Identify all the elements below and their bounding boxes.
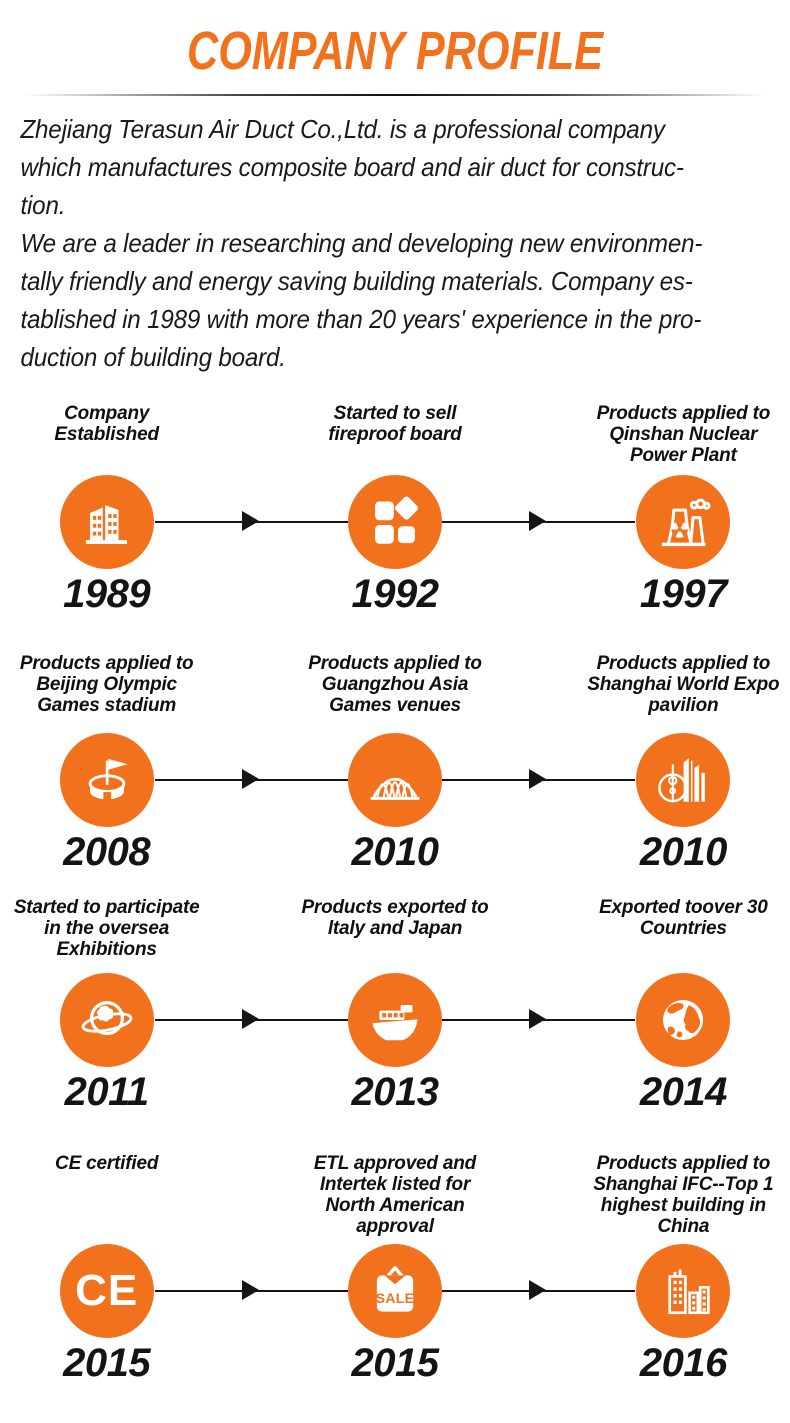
milestone-circle xyxy=(59,973,154,1067)
ship-icon xyxy=(372,1005,418,1041)
company-profile-page: COMPANY PROFILE Zhejiang Terasun Air Duc… xyxy=(0,22,790,1423)
item-label: Products applied to Qinshan Nuclear Powe… xyxy=(596,403,771,466)
item-label: Exported toover 30 Countries xyxy=(599,897,768,939)
milestone-circle xyxy=(59,475,154,569)
timeline-row-4: CE certified ETL approved and Intertek l… xyxy=(0,1151,790,1384)
item-label: Started to participate in the oversea Ex… xyxy=(13,897,200,960)
item-label: Products applied to Shanghai World Expo … xyxy=(587,653,780,716)
arrow-connector xyxy=(442,1280,636,1300)
item-year: 2010 xyxy=(351,830,439,874)
item-year: 1992 xyxy=(351,572,439,616)
header: COMPANY PROFILE xyxy=(0,22,790,82)
milestone-circle xyxy=(636,1244,731,1338)
title-divider xyxy=(23,94,767,96)
page-title: COMPANY PROFILE xyxy=(186,21,604,81)
arrow-connector xyxy=(154,769,348,789)
item-year: 2011 xyxy=(64,1070,150,1114)
timeline-row-2: Products applied to Beijing Olympic Game… xyxy=(0,651,790,873)
expo-skyline-icon xyxy=(658,758,706,803)
item-label: Started to sell fireproof board xyxy=(328,403,462,445)
arrow-connector xyxy=(442,1009,636,1029)
sale-tag-label: SALE xyxy=(375,1290,415,1306)
item-year: 2014 xyxy=(639,1070,727,1114)
item-year: 2008 xyxy=(63,830,151,874)
office-buildings-icon xyxy=(85,505,127,544)
arrow-connector xyxy=(154,1009,348,1029)
intro-paragraph-2: We are a leader in researching and devel… xyxy=(20,228,703,372)
item-label: Products applied to Guangzhou Asia Games… xyxy=(308,653,482,716)
city-buildings-icon xyxy=(668,1269,711,1315)
globe-icon xyxy=(663,999,704,1041)
item-label: ETL approved and Intertek listed for Nor… xyxy=(313,1153,477,1237)
intro-paragraph-1: Zhejiang Terasun Air Duct Co.,Ltd. is a … xyxy=(20,114,684,220)
item-year: 1997 xyxy=(639,572,727,616)
arrow-connector xyxy=(154,511,348,531)
arrow-connector xyxy=(154,1280,348,1300)
item-year: 2016 xyxy=(639,1341,727,1385)
ce-mark-icon: CE xyxy=(75,1266,139,1315)
intro-text: Zhejiang Terasun Air Duct Co.,Ltd. is a … xyxy=(0,110,774,376)
item-year: 2013 xyxy=(351,1070,439,1114)
item-year: 2015 xyxy=(63,1341,151,1385)
milestone-circle: CE xyxy=(59,1244,154,1338)
stadium-flag-icon xyxy=(88,758,128,800)
timeline-row-1: Company Established Started to sell fire… xyxy=(0,401,790,615)
item-label: Company Established xyxy=(54,403,159,445)
arrow-connector xyxy=(442,511,636,531)
arrow-connector xyxy=(442,769,636,789)
board-shapes-icon xyxy=(375,496,419,544)
item-label: CE certified xyxy=(55,1153,159,1174)
item-year: 2015 xyxy=(351,1341,439,1385)
milestone-circle xyxy=(636,973,731,1067)
timeline-row-3: Started to participate in the oversea Ex… xyxy=(0,895,790,1113)
milestone-circle xyxy=(636,475,731,569)
globe-orbit-icon xyxy=(81,1001,133,1036)
milestone-circle xyxy=(636,733,731,827)
sale-tag-icon xyxy=(376,1266,414,1312)
timeline: Company Established Started to sell fire… xyxy=(0,401,790,1384)
item-label: Products applied to Shanghai IFC--Top 1 … xyxy=(593,1153,774,1237)
milestone-circle xyxy=(59,733,154,827)
milestone-circle: SALE xyxy=(347,1244,442,1338)
item-label: Products exported to ltaly and Japan xyxy=(301,897,489,939)
milestone-circle xyxy=(347,733,442,827)
milestone-circle xyxy=(347,973,442,1067)
milestone-circle xyxy=(347,475,442,569)
item-label: Products applied to Beijing Olympic Game… xyxy=(19,653,194,716)
nuclear-plant-icon xyxy=(662,498,711,547)
item-year: 2010 xyxy=(639,830,727,874)
item-year: 1989 xyxy=(63,572,151,616)
asia-games-venue-icon xyxy=(370,777,420,800)
